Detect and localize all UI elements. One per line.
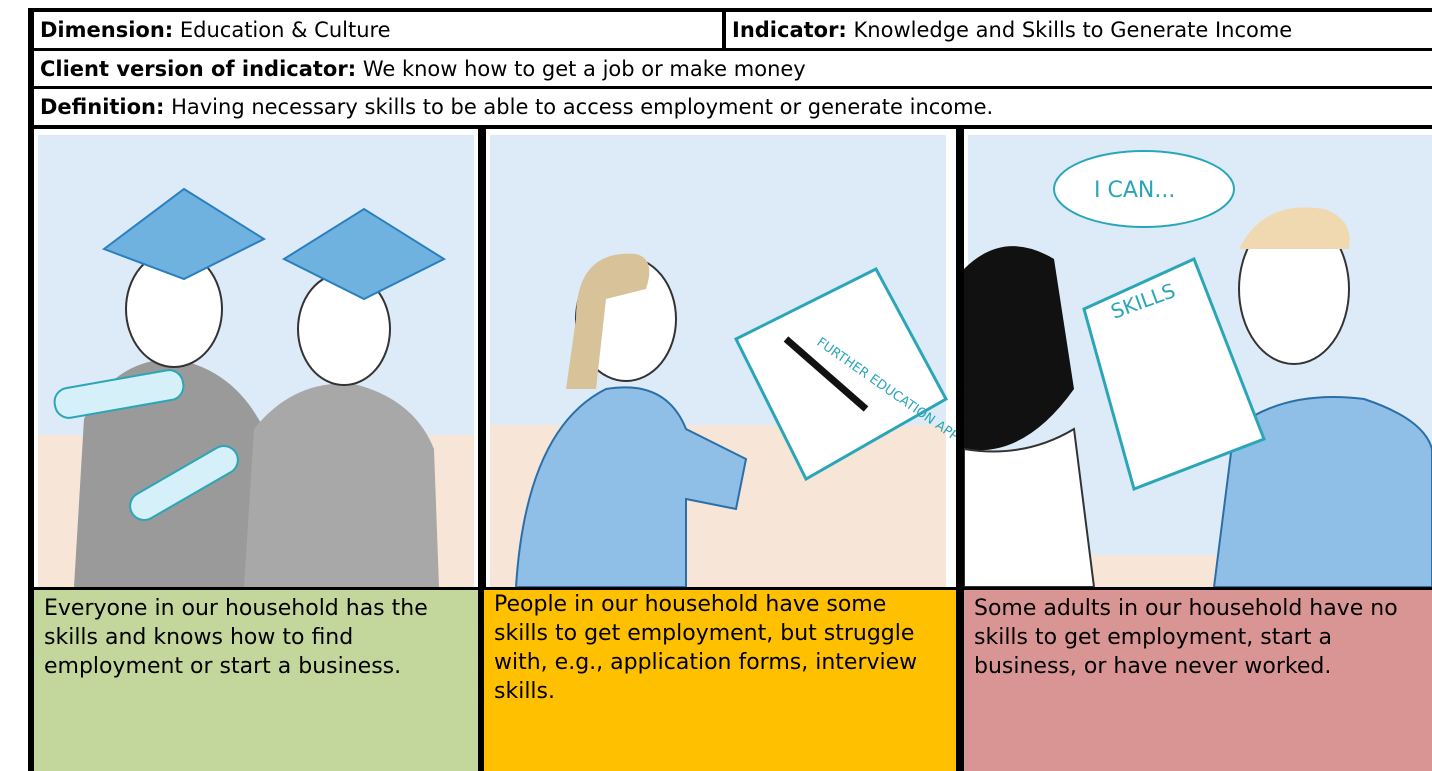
definition-label: Definition:	[40, 95, 165, 119]
illustration	[34, 129, 478, 587]
dimension-cell: Dimension: Education & Culture	[34, 12, 722, 48]
level-red: Some adults in our household have no ski…	[964, 590, 1432, 771]
client-version-label: Client version of indicator:	[40, 57, 357, 81]
indicator-value: Knowledge and Skills to Generate Income	[853, 18, 1293, 42]
level-green: Everyone in our household has the skills…	[34, 590, 478, 771]
indicator-cell: Indicator: Knowledge and Skills to Gener…	[726, 12, 1432, 48]
indicator-label: Indicator:	[732, 18, 847, 42]
illustration: I CAN... SKILLS	[964, 129, 1432, 587]
client-version-cell: Client version of indicator: We know how…	[34, 51, 1432, 86]
illustration-graduates	[34, 129, 478, 587]
dimension-label: Dimension:	[40, 18, 174, 42]
illustration-skills: I CAN... SKILLS	[964, 129, 1432, 587]
speech-text: I CAN...	[1094, 178, 1175, 203]
dimension-value: Education & Culture	[179, 18, 391, 42]
definition-cell: Definition: Having necessary skills to b…	[34, 89, 1432, 125]
level-yellow: People in our household have some skills…	[484, 590, 956, 771]
definition-value: Having necessary skills to be able to ac…	[171, 95, 994, 119]
client-version-value: We know how to get a job or make money	[362, 57, 806, 81]
indicator-card: Dimension: Education & Culture Indicator…	[28, 8, 1432, 771]
illustration-application: FURTHER EDUCATION APPLY	[486, 129, 956, 587]
illustration: FURTHER EDUCATION APPLY	[486, 129, 956, 587]
